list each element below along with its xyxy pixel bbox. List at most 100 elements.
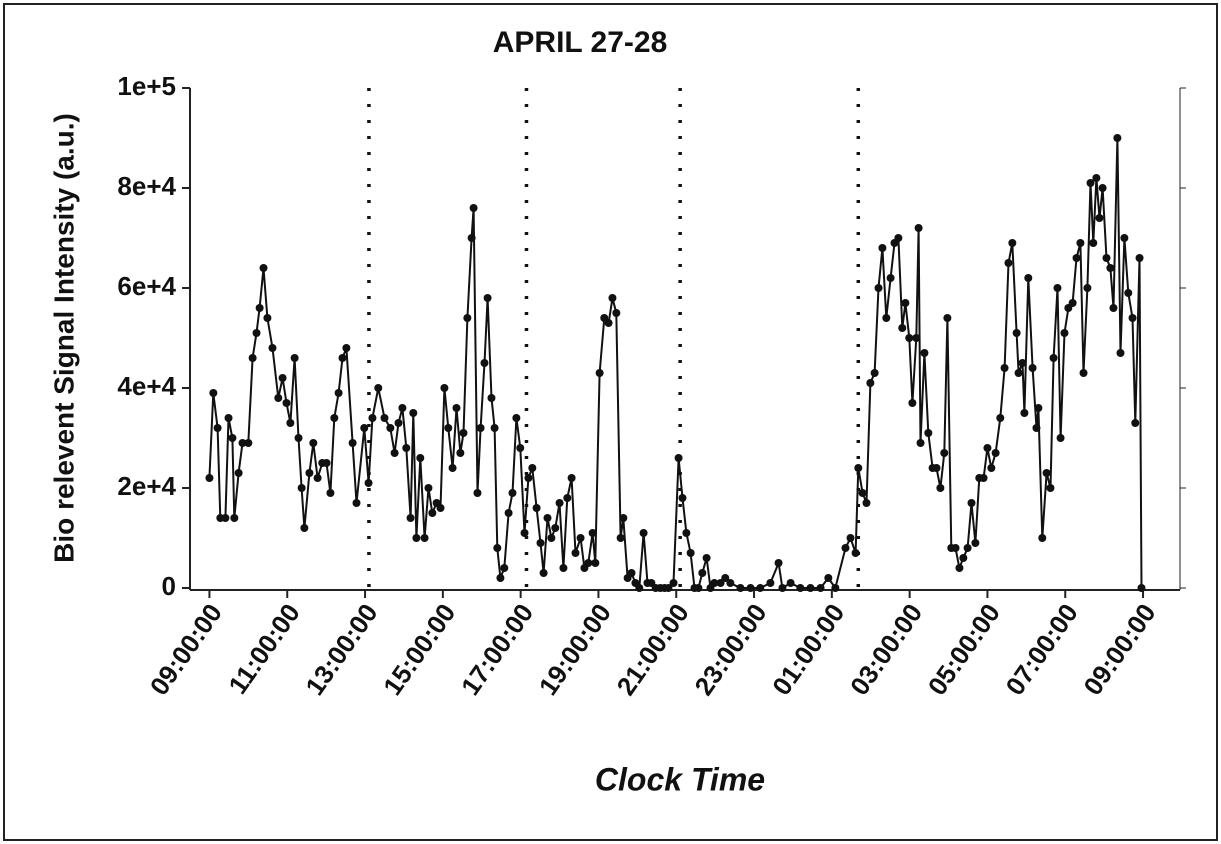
x-tick-label: 09:00:00 xyxy=(1077,598,1161,700)
data-point xyxy=(490,424,499,432)
data-point xyxy=(870,369,879,377)
data-point xyxy=(674,454,683,462)
data-point xyxy=(334,389,343,397)
data-point xyxy=(951,544,960,552)
data-point xyxy=(342,344,351,352)
data-point xyxy=(322,459,331,467)
data-point xyxy=(420,534,429,542)
data-point xyxy=(851,549,860,557)
data-point xyxy=(286,419,295,427)
data-point xyxy=(313,474,322,482)
data-point xyxy=(555,499,564,507)
data-point xyxy=(1028,364,1037,372)
data-point xyxy=(1012,329,1021,337)
data-point xyxy=(1049,354,1058,362)
data-point xyxy=(394,419,403,427)
data-point xyxy=(608,294,617,302)
data-point xyxy=(263,314,272,322)
data-point xyxy=(914,224,923,232)
data-point xyxy=(297,484,306,492)
data-point xyxy=(591,559,600,567)
data-point xyxy=(571,549,580,557)
data-point xyxy=(736,584,745,592)
data-point xyxy=(924,429,933,437)
data-point xyxy=(467,234,476,242)
data-point xyxy=(213,424,222,432)
data-point xyxy=(338,354,347,362)
data-point xyxy=(702,554,711,562)
data-point xyxy=(878,244,887,252)
data-point xyxy=(1102,254,1111,262)
data-point xyxy=(746,584,755,592)
data-point xyxy=(616,534,625,542)
data-point xyxy=(726,579,735,587)
data-point xyxy=(348,439,357,447)
x-tick-label: 07:00:00 xyxy=(1000,598,1084,700)
data-point xyxy=(487,394,496,402)
x-tick-label: 23:00:00 xyxy=(688,598,772,700)
data-point xyxy=(406,514,415,522)
data-point xyxy=(824,574,833,582)
data-point xyxy=(635,584,644,592)
data-point xyxy=(862,499,871,507)
data-point xyxy=(1131,419,1140,427)
data-point xyxy=(612,309,621,317)
data-point xyxy=(901,299,910,307)
data-point xyxy=(756,584,765,592)
data-point xyxy=(943,314,952,322)
data-point xyxy=(300,524,309,532)
data-point xyxy=(627,569,636,577)
y-tick-label: 4e+4 xyxy=(117,371,176,401)
data-point xyxy=(886,274,895,282)
data-point xyxy=(1135,254,1144,262)
data-point xyxy=(1076,239,1085,247)
data-point xyxy=(402,444,411,452)
data-point xyxy=(1089,239,1098,247)
data-point xyxy=(786,579,795,587)
data-point xyxy=(1113,134,1122,142)
y-tick-label: 2e+4 xyxy=(117,471,176,501)
x-tick-label: 21:00:00 xyxy=(611,598,695,700)
data-point xyxy=(1124,289,1133,297)
data-point xyxy=(1053,284,1062,292)
data-point xyxy=(1018,359,1027,367)
data-point xyxy=(563,494,572,502)
data-point xyxy=(916,439,925,447)
data-point xyxy=(955,564,964,572)
data-point xyxy=(278,374,287,382)
data-point xyxy=(456,449,465,457)
data-point xyxy=(360,424,369,432)
data-point xyxy=(991,449,1000,457)
data-point xyxy=(444,424,453,432)
data-point xyxy=(428,509,437,517)
data-point xyxy=(1014,369,1023,377)
data-point xyxy=(209,389,218,397)
data-point xyxy=(539,569,548,577)
data-point xyxy=(282,399,291,407)
data-point xyxy=(866,379,875,387)
data-point xyxy=(678,494,687,502)
data-point xyxy=(1004,259,1013,267)
data-point xyxy=(248,354,257,362)
x-tick-label: 15:00:00 xyxy=(377,598,461,700)
data-point xyxy=(543,514,552,522)
data-point xyxy=(234,469,243,477)
data-point xyxy=(409,409,418,417)
data-point xyxy=(698,569,707,577)
data-point xyxy=(508,489,517,497)
data-point xyxy=(1120,234,1129,242)
data-point xyxy=(796,584,805,592)
data-point xyxy=(452,404,461,412)
data-point xyxy=(874,284,883,292)
data-point xyxy=(386,424,395,432)
data-point xyxy=(221,514,230,522)
data-point xyxy=(1008,239,1017,247)
data-point xyxy=(932,464,941,472)
x-tick-label: 17:00:00 xyxy=(455,598,539,700)
data-point xyxy=(528,464,537,472)
data-point xyxy=(547,534,556,542)
data-point xyxy=(476,424,485,432)
data-point xyxy=(230,514,239,522)
y-tick-label: 8e+4 xyxy=(117,171,176,201)
